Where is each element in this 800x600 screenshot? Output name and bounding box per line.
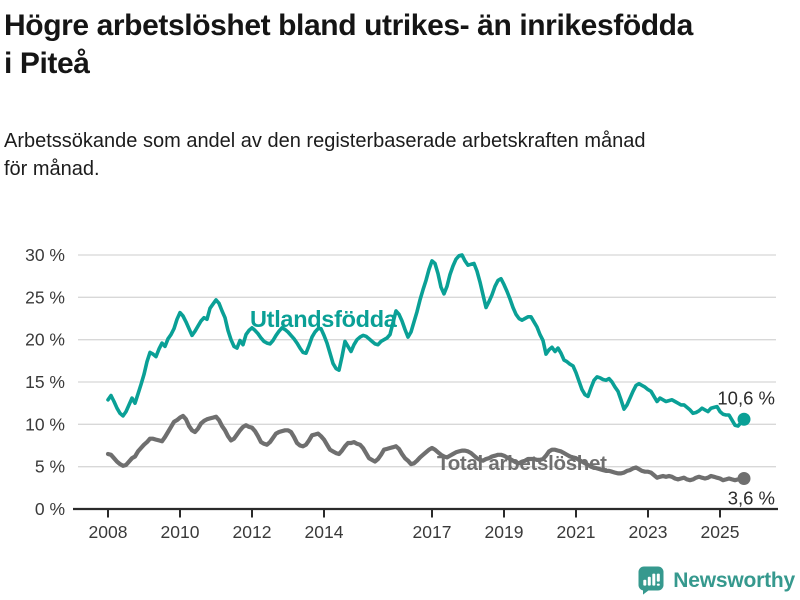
chart-canvas: 30 % 25 % 20 % 15 % 10 % 5 % 0 % 2008 2010 2012 20… — [25, 245, 778, 542]
newsworthy-logo-icon — [638, 566, 664, 595]
end-dot-total — [737, 472, 751, 486]
y-axis-label: 20 % — [25, 330, 65, 350]
y-axis-label: 30 % — [25, 245, 65, 265]
brand-footer: Newsworthy — [638, 566, 795, 595]
end-value-label-utlandsfodda: 10,6 % — [717, 387, 775, 408]
x-axis-label: 2025 — [701, 522, 740, 542]
y-axis-label: 10 % — [25, 414, 65, 434]
x-axis-label: 2021 — [557, 522, 596, 542]
page-subtitle: Arbetssökande som andel av den registerb… — [4, 130, 646, 180]
series-label-utlandsfodda: Utlandsfödda — [250, 306, 398, 332]
x-axis-label: 2010 — [161, 522, 200, 542]
x-axis-label: 2023 — [629, 522, 668, 542]
page-title: Högre arbetslöshet bland utrikes- än inr… — [4, 9, 693, 80]
series-line-total — [105, 413, 747, 483]
x-axis-label: 2017 — [413, 522, 452, 542]
x-axis-label: 2012 — [233, 522, 272, 542]
y-axis-label: 15 % — [25, 372, 65, 392]
x-axis-label: 2008 — [89, 522, 128, 542]
line-chart: 30 % 25 % 20 % 15 % 10 % 5 % 0 % 2008 2010 2012 20… — [0, 208, 800, 556]
brand-name: Newsworthy — [673, 568, 795, 592]
series-line-utlandsfodda — [106, 253, 746, 428]
end-value-label-total: 3,6 % — [728, 488, 775, 509]
y-axis-label: 25 % — [25, 287, 65, 307]
series-label-total: Total arbetslöshet — [437, 452, 607, 475]
y-axis-label: 5 % — [35, 457, 65, 477]
x-axis-label: 2014 — [305, 522, 344, 542]
end-dot-utlandsfodda — [737, 412, 751, 426]
x-axis-label: 2019 — [485, 522, 524, 542]
y-axis-label: 0 % — [35, 499, 65, 519]
